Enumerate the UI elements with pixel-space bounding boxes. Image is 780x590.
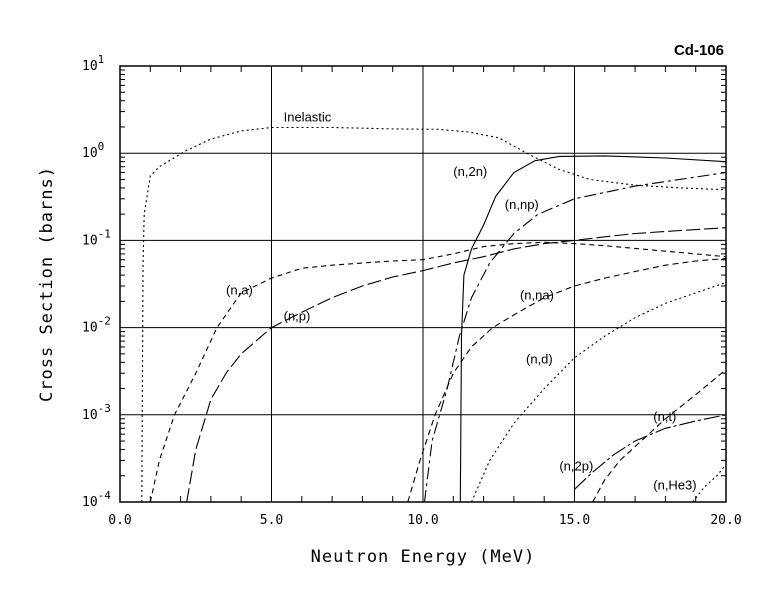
- series-line-n-2n: [459, 155, 727, 503]
- series-labels: Inelastic (n,2n) (n,np) (n,a) (n,p) (n,na) (n,…: [226, 110, 697, 493]
- plot-frame: [119, 65, 727, 503]
- series-label-n-2p: (n,2p): [559, 458, 593, 473]
- series-line-n-a: [149, 241, 727, 503]
- series-label-inelastic: Inelastic: [284, 110, 332, 125]
- x-tick-label: 10.0: [407, 513, 438, 528]
- series-line-n-p: [186, 227, 727, 503]
- series-label-n-np: (n,np): [505, 197, 539, 212]
- chart-title: Cd-106: [674, 42, 724, 59]
- grid: [120, 66, 726, 502]
- y-tick-label: 101: [82, 53, 104, 74]
- y-tick-label: 100: [82, 140, 104, 161]
- y-tick-label: 10-1: [82, 227, 111, 248]
- series-label-n-na: (n,na): [520, 288, 554, 303]
- x-tick-label: 5.0: [260, 513, 283, 528]
- x-tick-label: 20.0: [710, 513, 741, 528]
- series-label-n-d: (n,d): [526, 351, 553, 366]
- series-group: [141, 126, 727, 503]
- series-line-n-t: [592, 369, 727, 503]
- y-tick-label: 10-4: [82, 489, 111, 510]
- series-label-n-2n: (n,2n): [453, 164, 487, 179]
- x-tick-label: 0.0: [108, 513, 131, 528]
- y-axis-label: Cross Section (barns): [37, 166, 57, 402]
- series-label-n-p: (n,p): [284, 309, 311, 324]
- x-ticks: 0.0 5.0 10.0 15.0 20.0: [108, 66, 742, 528]
- y-tick-label: 10-3: [82, 402, 111, 423]
- series-line-n-he3: [692, 464, 727, 503]
- series-label-n-t: (n,t): [653, 409, 676, 424]
- y-tick-label: 10-2: [82, 315, 111, 336]
- series-label-n-a: (n,a): [226, 282, 253, 297]
- series-line-inelastic: [141, 126, 727, 503]
- series-line-n-np: [423, 171, 727, 503]
- y-ticks: 10-4 10-3 10-2 10-1 100 101: [82, 53, 726, 510]
- x-tick-label: 15.0: [559, 513, 590, 528]
- x-axis-label: Neutron Energy (MeV): [311, 547, 536, 567]
- series-line-n-2p: [574, 414, 727, 490]
- series-line-n-d: [470, 281, 727, 503]
- series-label-n-he3: (n,He3): [653, 477, 696, 492]
